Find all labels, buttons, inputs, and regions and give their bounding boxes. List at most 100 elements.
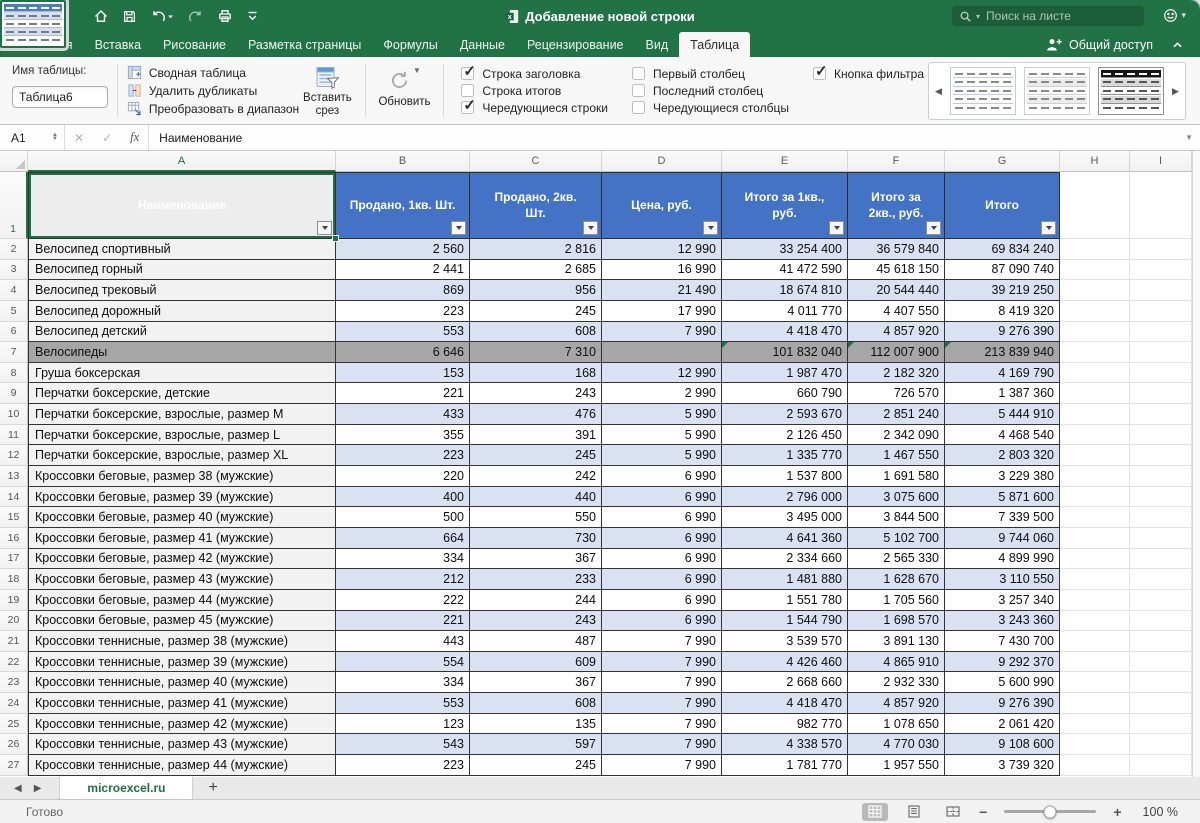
grid-cell[interactable]: 1 544 790: [722, 611, 848, 632]
row-number[interactable]: 10: [0, 404, 28, 425]
grid-cell[interactable]: Велосипед горный: [28, 260, 336, 281]
grid-cell[interactable]: 1 987 470: [722, 363, 848, 384]
grid-cell[interactable]: Велосипед трековый: [28, 280, 336, 301]
active-cell-a1[interactable]: Наименование: [28, 172, 336, 239]
search-box[interactable]: ▾ Поиск на листе: [952, 6, 1144, 26]
empty-cell[interactable]: [1060, 260, 1130, 281]
empty-cell[interactable]: [1130, 280, 1192, 301]
row-number[interactable]: 20: [0, 611, 28, 632]
grid-cell[interactable]: 726 570: [848, 383, 945, 404]
ribbon-tab[interactable]: Разметка страницы: [237, 32, 372, 57]
grid-cell[interactable]: 222: [336, 590, 470, 611]
grid-cell[interactable]: 101 832 040: [722, 342, 848, 363]
table-header-cell[interactable]: Итого за 2кв., руб.: [848, 172, 945, 239]
grid-cell[interactable]: 597: [470, 734, 602, 755]
grid-cell[interactable]: 4 338 570: [722, 734, 848, 755]
grid-cell[interactable]: 4 169 790: [945, 363, 1060, 384]
grid-cell[interactable]: 1 698 570: [848, 611, 945, 632]
grid-cell[interactable]: 5 990: [602, 445, 722, 466]
grid-cell[interactable]: 1 781 770: [722, 755, 848, 776]
grid-cell[interactable]: Перчатки боксерские, взрослые, размер L: [28, 425, 336, 446]
grid-cell[interactable]: 3 229 380: [945, 466, 1060, 487]
grid-cell[interactable]: Кроссовки теннисные, размер 39 (мужские): [28, 652, 336, 673]
empty-cell[interactable]: [1130, 755, 1192, 776]
grid-cell[interactable]: Кроссовки беговые, размер 38 (мужские): [28, 466, 336, 487]
grid-cell[interactable]: 4 641 360: [722, 528, 848, 549]
column-header[interactable]: E: [722, 151, 848, 172]
remove-duplicates-button[interactable]: Удалить дубликаты: [127, 82, 299, 99]
undo-icon[interactable]: [150, 9, 174, 24]
empty-cell[interactable]: [1060, 445, 1130, 466]
grid-cell[interactable]: Кроссовки теннисные, размер 42 (мужские): [28, 714, 336, 735]
grid-cell[interactable]: 433: [336, 404, 470, 425]
grid-cell[interactable]: 7 990: [602, 672, 722, 693]
view-page-layout-button[interactable]: [901, 803, 927, 821]
grid-cell[interactable]: 112 007 900: [848, 342, 945, 363]
grid-cell[interactable]: Велосипед спортивный: [28, 239, 336, 260]
table-header-cell[interactable]: Продано, 1кв. Шт.: [336, 172, 470, 239]
empty-cell[interactable]: [1060, 672, 1130, 693]
grid-cell[interactable]: 2 334 660: [722, 549, 848, 570]
grid-cell[interactable]: 1 078 650: [848, 714, 945, 735]
grid-cell[interactable]: 1 537 800: [722, 466, 848, 487]
pivot-table-button[interactable]: Сводная таблица: [127, 64, 299, 81]
grid-cell[interactable]: 87 090 740: [945, 260, 1060, 281]
empty-cell[interactable]: [1060, 631, 1130, 652]
grid-cell[interactable]: 2 668 660: [722, 672, 848, 693]
empty-cell[interactable]: [1130, 672, 1192, 693]
grid-cell[interactable]: 242: [470, 466, 602, 487]
ribbon-checkbox[interactable]: Строка заголовка: [461, 66, 608, 81]
grid-cell[interactable]: 4 426 460: [722, 652, 848, 673]
grid-cell[interactable]: 6 990: [602, 569, 722, 590]
grid-cell[interactable]: 2 441: [336, 260, 470, 281]
ribbon-tab[interactable]: Главная: [14, 32, 84, 57]
grid-cell[interactable]: 45 618 150: [848, 260, 945, 281]
grid-cell[interactable]: 664: [336, 528, 470, 549]
prev-sheet-icon[interactable]: ◀: [14, 783, 22, 794]
ribbon-tab[interactable]: Данные: [449, 32, 516, 57]
ribbon-tab[interactable]: Таблица: [679, 32, 750, 57]
grid-cell[interactable]: 244: [470, 590, 602, 611]
home-icon[interactable]: [93, 8, 109, 24]
row-number[interactable]: 12: [0, 445, 28, 466]
row-number[interactable]: 8: [0, 363, 28, 384]
grid-cell[interactable]: 212: [336, 569, 470, 590]
grid-cell[interactable]: 7 990: [602, 693, 722, 714]
empty-cell[interactable]: [1060, 322, 1130, 343]
empty-cell[interactable]: [1060, 280, 1130, 301]
empty-cell[interactable]: [1130, 590, 1192, 611]
grid-cell[interactable]: Кроссовки беговые, размер 43 (мужские): [28, 569, 336, 590]
grid-cell[interactable]: 4 407 550: [848, 301, 945, 322]
empty-cell[interactable]: [1130, 322, 1192, 343]
name-box[interactable]: A1 ▲▼: [0, 125, 64, 150]
grid-cell[interactable]: Кроссовки беговые, размер 45 (мужские): [28, 611, 336, 632]
empty-cell[interactable]: [1130, 172, 1192, 239]
column-header[interactable]: C: [470, 151, 602, 172]
table-header-cell[interactable]: Итого за 1кв., руб.: [722, 172, 848, 239]
empty-cell[interactable]: [1130, 734, 1192, 755]
row-number[interactable]: 14: [0, 487, 28, 508]
row-number[interactable]: 24: [0, 693, 28, 714]
grid-cell[interactable]: 2 816: [470, 239, 602, 260]
grid-cell[interactable]: 367: [470, 549, 602, 570]
grid-cell[interactable]: Кроссовки теннисные, размер 43 (мужские): [28, 734, 336, 755]
ribbon-tab[interactable]: Рисование: [152, 32, 237, 57]
row-number[interactable]: 1: [0, 172, 28, 239]
print-icon[interactable]: [217, 8, 233, 24]
grid-cell[interactable]: 3 110 550: [945, 569, 1060, 590]
grid-cell[interactable]: 243: [470, 383, 602, 404]
next-sheet-icon[interactable]: ▶: [34, 783, 42, 794]
table-header-cell[interactable]: Цена, руб.: [602, 172, 722, 239]
grid-cell[interactable]: 730: [470, 528, 602, 549]
grid-cell[interactable]: Кроссовки беговые, размер 41 (мужские): [28, 528, 336, 549]
grid-cell[interactable]: Кроссовки беговые, размер 39 (мужские): [28, 487, 336, 508]
grid-cell[interactable]: 550: [470, 507, 602, 528]
grid-cell[interactable]: 4 857 920: [848, 693, 945, 714]
filter-button[interactable]: [583, 221, 598, 235]
empty-cell[interactable]: [1060, 425, 1130, 446]
grid-cell[interactable]: 4 857 920: [848, 322, 945, 343]
empty-cell[interactable]: [1060, 507, 1130, 528]
empty-cell[interactable]: [1130, 404, 1192, 425]
vertical-scrollbar[interactable]: [1192, 151, 1200, 777]
column-header[interactable]: G: [945, 151, 1060, 172]
